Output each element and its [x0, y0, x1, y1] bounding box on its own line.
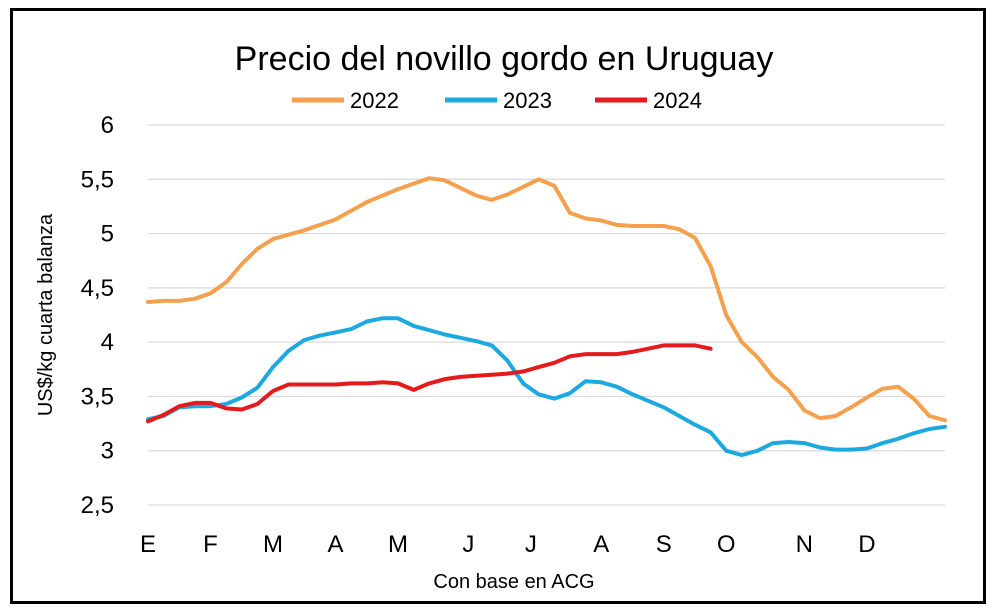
x-tick-label: D [858, 531, 875, 558]
x-axis-label: Con base en ACG [433, 571, 594, 593]
series-line-2023 [146, 316, 947, 458]
x-tick-label: O [717, 531, 736, 558]
legend-label-2024: 2024 [653, 88, 702, 113]
y-tick-label: 3,5 [81, 383, 114, 410]
series-line-2022 [146, 176, 947, 423]
x-tick-label: A [593, 531, 609, 558]
x-tick-label: S [656, 531, 672, 558]
legend-label-2022: 2022 [350, 88, 399, 113]
legend: 2022 2023 2024 [292, 88, 702, 113]
y-tick-label: 5,5 [81, 166, 114, 193]
x-tick-label: J [525, 531, 537, 558]
series-lines [146, 176, 947, 458]
y-tick-label: 4 [101, 329, 114, 356]
y-axis-label: US$/kg cuarta balanza [35, 213, 57, 416]
y-tick-label: 5 [101, 221, 114, 248]
x-tick-label: E [140, 531, 156, 558]
x-tick-label: N [796, 531, 813, 558]
y-tick-label: 4,5 [81, 275, 114, 302]
x-tick-label: F [203, 531, 218, 558]
x-tick-label: J [462, 531, 474, 558]
y-tick-label: 2,5 [81, 492, 114, 519]
x-tick-label: M [263, 531, 283, 558]
x-tick-label: A [328, 531, 344, 558]
chart-title: Precio del novillo gordo en Uruguay [235, 40, 774, 78]
y-tick-label: 6 [101, 112, 114, 139]
series-line-2024 [146, 343, 713, 424]
y-tick-label: 3 [101, 438, 114, 465]
y-axis-ticks: 2,5 3 3,5 4 4,5 5 5,5 6 [81, 112, 114, 519]
x-tick-label: M [388, 531, 408, 558]
legend-label-2023: 2023 [503, 88, 552, 113]
